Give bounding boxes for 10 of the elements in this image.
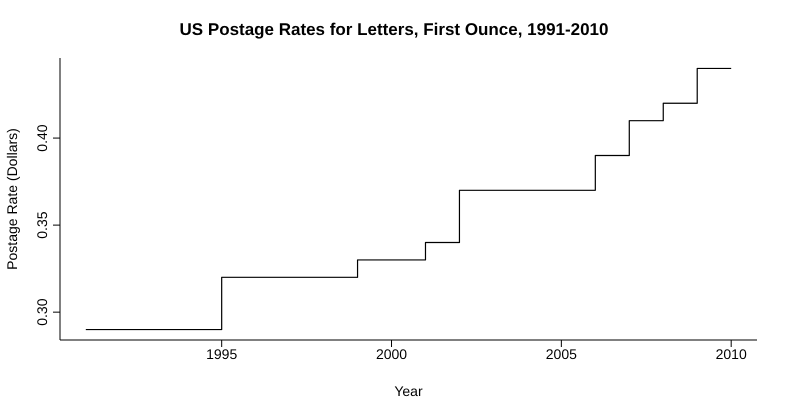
x-tick-label: 2005 [546, 346, 578, 362]
x-tick-label: 1995 [206, 346, 238, 362]
y-tick-label: 0.35 [34, 211, 50, 239]
y-tick-label: 0.40 [34, 124, 50, 152]
chart-title: US Postage Rates for Letters, First Ounce, 1991-2010 [178, 20, 610, 40]
y-axis-title: Postage Rate (Dollars) [4, 128, 20, 270]
x-tick-label: 2010 [716, 346, 747, 362]
x-tick-label: 2000 [376, 346, 408, 362]
x-axis-title: Year [394, 383, 423, 399]
y-tick-label: 0.30 [34, 298, 50, 326]
